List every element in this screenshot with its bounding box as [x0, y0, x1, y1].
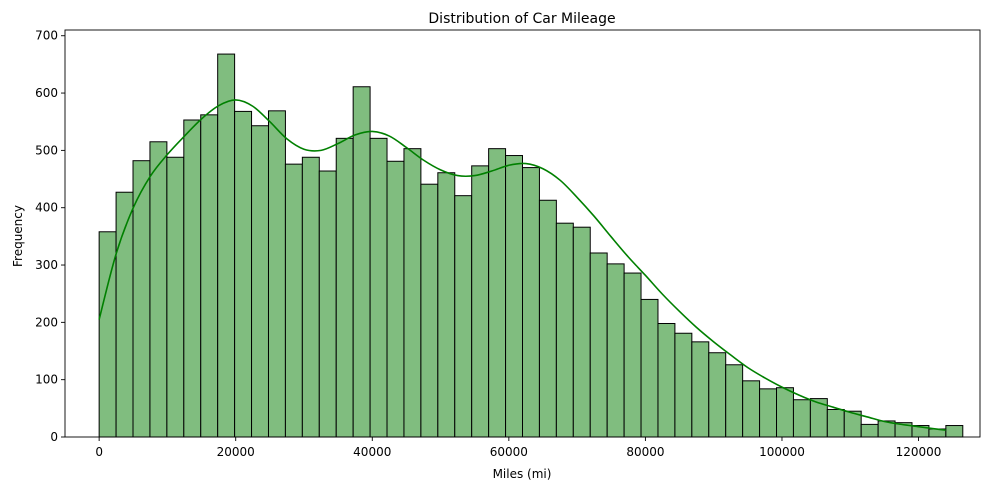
y-tick-label: 700 — [35, 29, 58, 43]
histogram-bar — [149, 141, 168, 438]
x-axis-label: Miles (mi) — [493, 467, 552, 481]
histogram-bar — [826, 408, 845, 438]
histogram-bar — [267, 110, 286, 438]
histogram-bar — [318, 170, 337, 438]
x-tick-label: 100000 — [759, 445, 805, 459]
histogram-bar — [555, 222, 574, 438]
histogram-bar — [183, 119, 202, 438]
y-tick-label: 0 — [50, 430, 58, 444]
histogram-bar — [251, 125, 269, 438]
histogram-bar — [437, 172, 456, 438]
x-axis: 0 20000 40000 60000 80000 100000 120000 — [95, 437, 941, 459]
x-tick-label: 120000 — [896, 445, 942, 459]
histogram-bar — [691, 341, 710, 438]
x-tick-label: 80000 — [626, 445, 664, 459]
plot-frame — [64, 29, 981, 438]
histogram-bar — [538, 199, 557, 438]
histogram-bar — [708, 352, 727, 438]
histogram-bar — [234, 110, 253, 438]
histogram-bar — [860, 423, 879, 438]
y-axis-label: Frequency — [11, 205, 25, 267]
histogram-bar — [284, 163, 303, 438]
histogram-bar — [200, 114, 219, 438]
histogram-bar — [454, 195, 473, 438]
x-tick-label: 60000 — [490, 445, 528, 459]
histogram-bar — [776, 387, 794, 438]
histogram-bar — [369, 137, 388, 438]
y-tick-label: 500 — [35, 143, 58, 157]
histogram-bar — [606, 263, 625, 438]
kde-curve — [98, 99, 946, 431]
histogram-bar — [657, 322, 676, 438]
chart-title: Distribution of Car Mileage — [428, 11, 615, 27]
histogram-bar — [505, 155, 524, 438]
y-axis: 0 100 200 300 400 500 600 700 — [35, 29, 65, 444]
x-tick-label: 0 — [95, 445, 103, 459]
histogram-bar — [759, 388, 778, 438]
histogram-bar — [488, 148, 507, 438]
histogram-bar — [742, 380, 761, 438]
histogram-bar — [623, 272, 642, 438]
histogram-bar — [471, 165, 490, 438]
histogram-bar — [725, 364, 744, 438]
histogram-bar — [386, 160, 405, 438]
x-tick-label: 20000 — [217, 445, 255, 459]
histogram-bar — [217, 53, 236, 438]
histogram-bar — [945, 425, 964, 438]
y-tick-label: 300 — [35, 258, 58, 272]
histogram-bar — [674, 332, 693, 438]
y-tick-label: 200 — [35, 315, 58, 329]
histogram-bar — [572, 226, 591, 438]
y-tick-label: 400 — [35, 201, 58, 215]
histogram-bar — [420, 183, 439, 438]
histogram-bar — [589, 252, 608, 438]
histogram-bar — [352, 86, 371, 438]
y-tick-label: 100 — [35, 373, 58, 387]
histogram-bar — [522, 167, 540, 438]
histogram-bar — [166, 156, 185, 438]
histogram-bar — [792, 399, 811, 438]
histogram-bar — [640, 298, 659, 438]
y-tick-label: 600 — [35, 86, 58, 100]
histogram-bar — [335, 137, 354, 438]
x-tick-label: 40000 — [353, 445, 391, 459]
histogram-bar — [301, 156, 320, 438]
histogram-bar — [403, 148, 422, 438]
